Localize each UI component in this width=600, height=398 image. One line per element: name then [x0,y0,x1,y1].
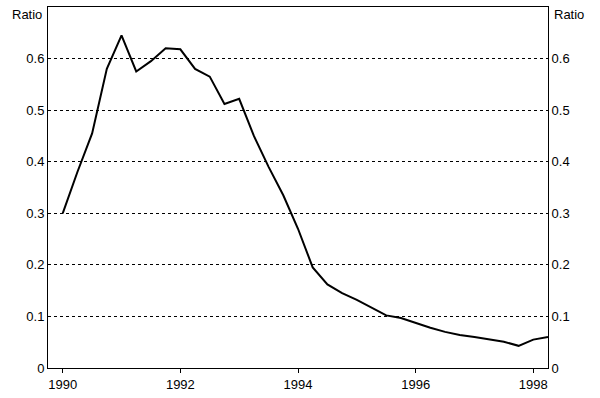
svg-text:0.5: 0.5 [552,103,570,118]
svg-text:0.6: 0.6 [552,51,570,66]
svg-text:0: 0 [552,361,559,376]
svg-text:0.1: 0.1 [552,309,570,324]
svg-text:0.5: 0.5 [26,103,44,118]
svg-text:0: 0 [37,361,44,376]
svg-text:0.4: 0.4 [26,154,44,169]
svg-text:0.6: 0.6 [26,51,44,66]
svg-text:Ratio: Ratio [554,7,584,22]
svg-text:0.1: 0.1 [26,309,44,324]
svg-text:1998: 1998 [519,377,548,392]
svg-text:1996: 1996 [401,377,430,392]
svg-text:1990: 1990 [48,377,77,392]
svg-text:0.4: 0.4 [552,154,570,169]
svg-text:0.2: 0.2 [552,257,570,272]
svg-text:0.3: 0.3 [552,206,570,221]
svg-text:0.2: 0.2 [26,257,44,272]
svg-text:1994: 1994 [284,377,313,392]
svg-text:1992: 1992 [166,377,195,392]
svg-text:0.3: 0.3 [26,206,44,221]
svg-text:Ratio: Ratio [12,7,42,22]
